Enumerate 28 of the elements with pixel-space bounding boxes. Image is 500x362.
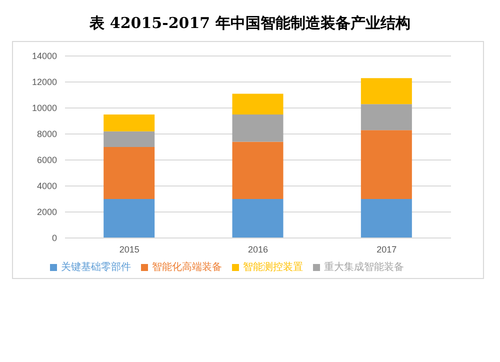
y-tick-label: 4000 bbox=[36, 181, 57, 192]
bar bbox=[104, 147, 155, 199]
legend-label: 智能测控装置 bbox=[243, 262, 303, 273]
bar bbox=[232, 142, 284, 199]
y-tick-label: 14000 bbox=[32, 51, 57, 62]
legend-label: 关键基础零部件 bbox=[61, 262, 131, 273]
bar bbox=[104, 114, 155, 132]
y-tick-label: 0 bbox=[52, 233, 57, 244]
bar bbox=[360, 104, 412, 130]
bar bbox=[360, 78, 412, 104]
legend-label: 重大集成智能装备 bbox=[324, 262, 404, 273]
y-tick-label: 12000 bbox=[32, 77, 57, 88]
bar bbox=[360, 199, 412, 238]
chart-title: 表 42015-2017 年中国智能制造装备产业结构 bbox=[88, 14, 412, 33]
bar bbox=[104, 131, 155, 147]
bar bbox=[104, 199, 155, 238]
x-tick-label: 2016 bbox=[248, 244, 268, 254]
x-tick-label: 2017 bbox=[376, 244, 397, 254]
y-tick-label: 2000 bbox=[36, 207, 57, 218]
bar bbox=[232, 199, 284, 238]
x-tick-label: 2015 bbox=[119, 244, 140, 254]
y-tick-label: 10000 bbox=[32, 103, 57, 114]
legend-label: 智能化高端装备 bbox=[152, 262, 222, 273]
y-tick-label: 6000 bbox=[36, 155, 57, 166]
bar bbox=[232, 114, 284, 142]
bar bbox=[360, 130, 412, 199]
y-tick-label: 8000 bbox=[36, 129, 57, 140]
bar bbox=[232, 94, 284, 114]
